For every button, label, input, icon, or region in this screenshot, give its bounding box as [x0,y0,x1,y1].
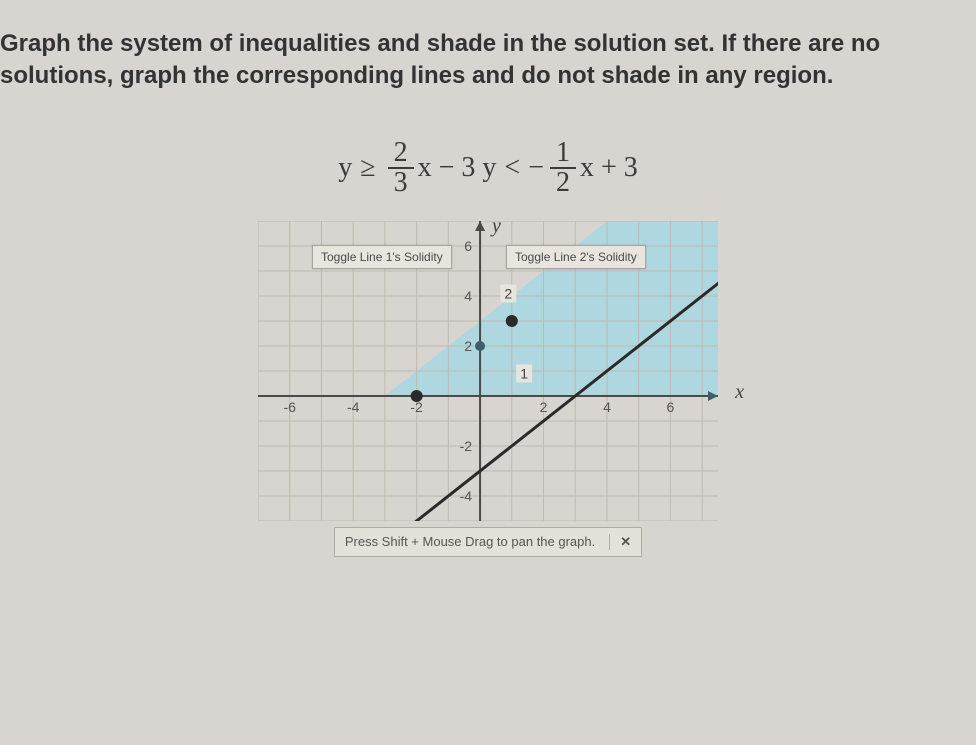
eq2-neg: − [528,152,544,184]
equations-block: y ≥ 2 3 x − 3 y < − 1 2 x + 3 [0,121,976,197]
equation-1: y ≥ 2 3 x − 3 [338,139,475,197]
hint-text: Press Shift + Mouse Drag to pan the grap… [345,534,595,549]
svg-text:-2: -2 [460,438,473,454]
toggle-line1-button[interactable]: Toggle Line 1's Solidity [312,245,452,269]
svg-text:2: 2 [504,285,512,301]
svg-text:-4: -4 [347,399,360,415]
chart-container: y x Toggle Line 1's Solidity Toggle Line… [258,221,718,557]
svg-text:2: 2 [464,338,472,354]
eq2-lhs: y [482,152,496,184]
svg-text:6: 6 [667,399,675,415]
eq1-op: ≥ [360,152,375,184]
hint-box: Press Shift + Mouse Drag to pan the grap… [334,527,642,557]
eq1-rest: x − 3 [418,152,476,184]
svg-text:2: 2 [540,399,548,415]
eq1-num: 2 [388,139,414,169]
eq2-num: 1 [550,139,576,169]
svg-text:-4: -4 [460,488,473,504]
svg-text:6: 6 [464,238,472,254]
svg-text:-6: -6 [283,399,296,415]
eq2-rest: x + 3 [580,152,638,184]
svg-text:4: 4 [464,288,472,304]
eq1-lhs: y [338,152,352,184]
eq2-den: 2 [550,169,576,197]
eq1-fraction: 2 3 [388,139,414,197]
question-text: Graph the system of inequalities and sha… [0,0,976,93]
x-axis-label: x [735,381,744,404]
hint-close-icon[interactable]: ✕ [609,534,631,550]
eq2-fraction: 1 2 [550,139,576,197]
svg-text:1: 1 [520,365,528,381]
eq2-op: < [504,152,520,184]
hint-bar: Press Shift + Mouse Drag to pan the grap… [258,527,718,557]
equation-2: y < − 1 2 x + 3 [482,139,637,197]
toggle-line2-button[interactable]: Toggle Line 2's Solidity [506,245,646,269]
y-axis-label: y [492,215,501,238]
svg-text:4: 4 [603,399,611,415]
eq1-den: 3 [388,169,414,197]
